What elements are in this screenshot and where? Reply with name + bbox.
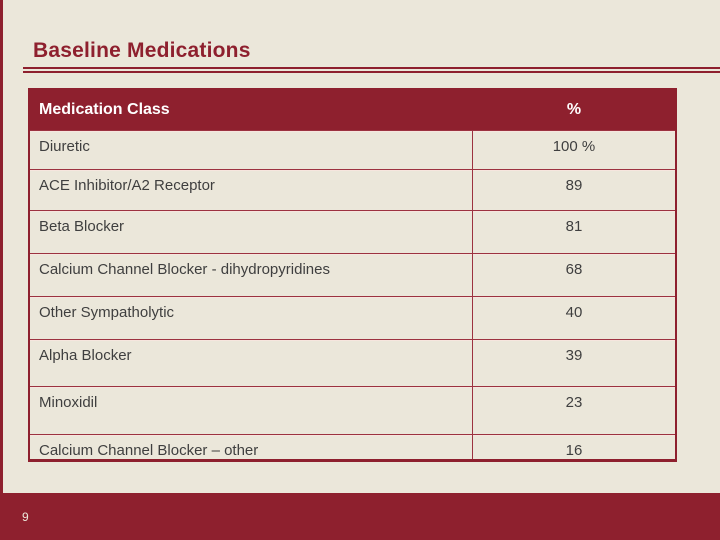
table-row: Minoxidil 23 (30, 386, 675, 434)
medication-class-cell: Other Sympatholytic (30, 297, 473, 339)
percent-cell: 81 (565, 218, 583, 235)
title-underline (23, 67, 720, 73)
medication-class-cell: Diuretic (30, 131, 473, 169)
page-number: 9 (22, 510, 29, 524)
medication-class-cell: Beta Blocker (30, 211, 473, 253)
column-header-percent: % (566, 101, 582, 118)
table-row: Other Sympatholytic 40 (30, 296, 675, 339)
table-row: Calcium Channel Blocker - dihydropyridin… (30, 253, 675, 296)
percent-cell: 16 (565, 442, 583, 459)
table-header-row: Medication Class % (30, 90, 675, 130)
percent-cell: 68 (565, 261, 583, 278)
medication-class-cell: Calcium Channel Blocker – other (30, 435, 473, 459)
column-header-medication-class: Medication Class (39, 101, 170, 118)
medication-class-cell: Calcium Channel Blocker - dihydropyridin… (30, 254, 473, 296)
medication-class-cell: Minoxidil (30, 387, 473, 434)
page-title: Baseline Medications (33, 39, 251, 62)
percent-cell: 39 (565, 347, 583, 364)
percent-cell: 40 (565, 304, 583, 321)
percent-cell: 89 (565, 177, 583, 194)
left-edge-stripe (0, 0, 3, 540)
table-row: Beta Blocker 81 (30, 210, 675, 253)
medication-class-cell: Alpha Blocker (30, 340, 473, 386)
medication-class-cell: ACE Inhibitor/A2 Receptor (30, 170, 473, 210)
table-row: ACE Inhibitor/A2 Receptor 89 (30, 169, 675, 210)
table-row: Alpha Blocker 39 (30, 339, 675, 386)
medications-table: Medication Class % Diuretic 100 % ACE In… (28, 88, 677, 462)
footer-bar: 9 (0, 493, 720, 540)
table-row: Calcium Channel Blocker – other 16 (30, 434, 675, 459)
percent-cell: 100 % (552, 138, 596, 155)
percent-cell: 23 (565, 394, 583, 411)
table-row: Diuretic 100 % (30, 130, 675, 169)
